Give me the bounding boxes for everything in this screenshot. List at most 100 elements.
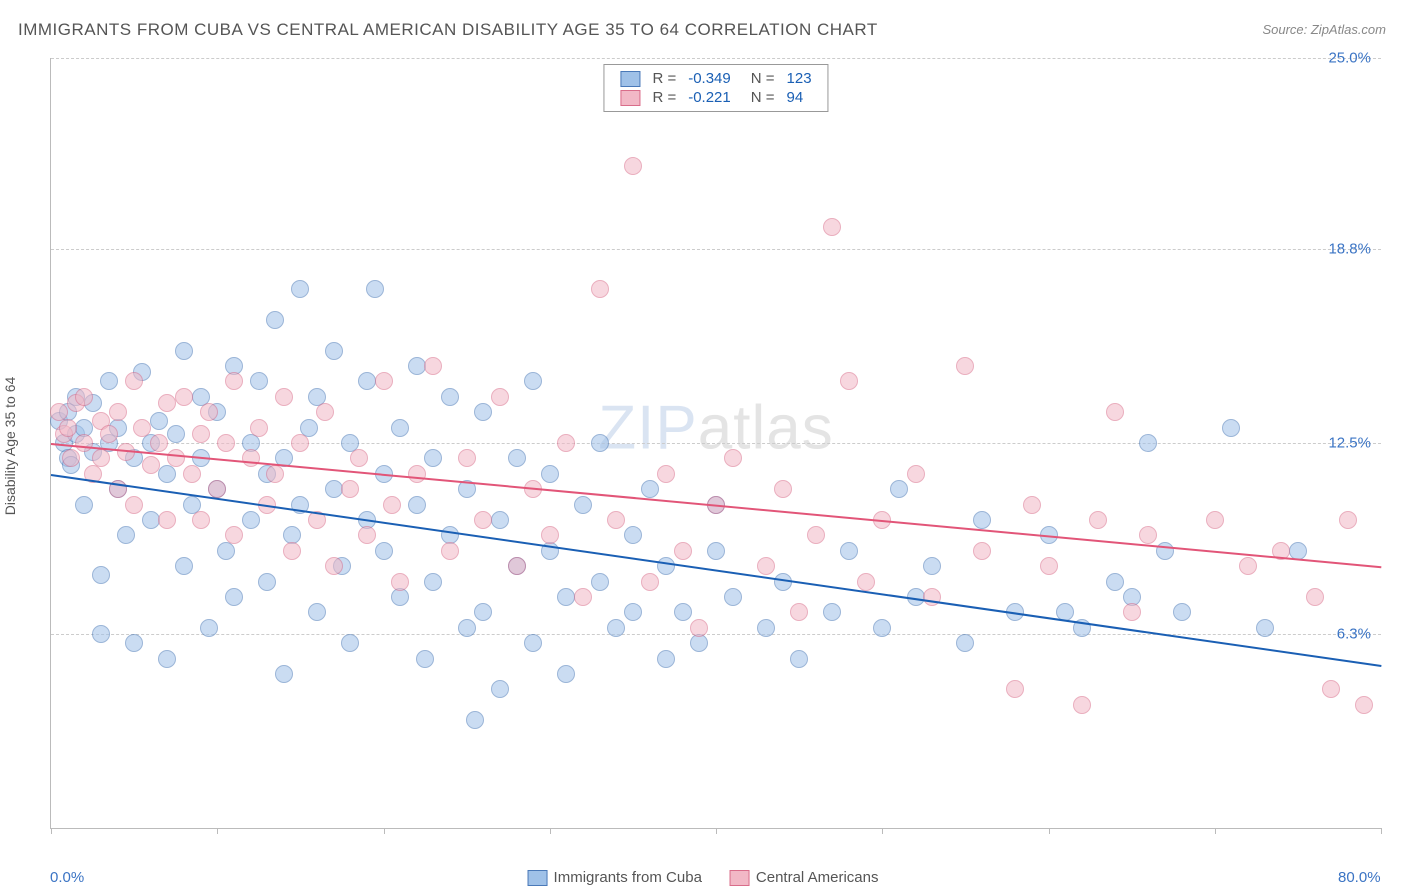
scatter-point-central	[225, 526, 243, 544]
scatter-point-central	[1306, 588, 1324, 606]
scatter-point-central	[350, 449, 368, 467]
r-label: R =	[652, 70, 676, 87]
scatter-point-cuba	[707, 542, 725, 560]
scatter-point-central	[142, 456, 160, 474]
scatter-point-cuba	[250, 372, 268, 390]
x-axis-tick	[1381, 828, 1382, 834]
scatter-point-cuba	[117, 526, 135, 544]
scatter-point-cuba	[225, 588, 243, 606]
chart-container: IMMIGRANTS FROM CUBA VS CENTRAL AMERICAN…	[0, 0, 1406, 892]
scatter-point-cuba	[424, 449, 442, 467]
r-label: R =	[652, 89, 676, 106]
scatter-point-cuba	[923, 557, 941, 575]
x-axis-tick	[716, 828, 717, 834]
scatter-point-cuba	[1173, 603, 1191, 621]
scatter-point-cuba	[391, 419, 409, 437]
scatter-point-cuba	[508, 449, 526, 467]
scatter-point-central	[175, 388, 193, 406]
scatter-point-central	[109, 403, 127, 421]
scatter-point-central	[1073, 696, 1091, 714]
gridline	[51, 634, 1381, 635]
scatter-point-central	[857, 573, 875, 591]
scatter-point-central	[907, 465, 925, 483]
n-label: N =	[751, 89, 775, 106]
scatter-point-central	[125, 496, 143, 514]
scatter-point-central	[158, 394, 176, 412]
scatter-point-cuba	[200, 619, 218, 637]
plot-area: ZIPatlas R = -0.349 N = 123 R = -0.221 N…	[50, 58, 1381, 829]
scatter-point-cuba	[341, 634, 359, 652]
scatter-point-central	[100, 425, 118, 443]
scatter-point-central	[358, 526, 376, 544]
source-attribution: Source: ZipAtlas.com	[1262, 22, 1386, 37]
scatter-point-cuba	[266, 311, 284, 329]
scatter-point-cuba	[474, 603, 492, 621]
scatter-point-central	[1239, 557, 1257, 575]
scatter-point-cuba	[641, 480, 659, 498]
scatter-point-central	[408, 465, 426, 483]
scatter-point-central	[591, 280, 609, 298]
scatter-point-cuba	[657, 557, 675, 575]
scatter-point-cuba	[150, 412, 168, 430]
scatter-point-cuba	[624, 603, 642, 621]
scatter-point-central	[458, 449, 476, 467]
scatter-point-central	[92, 449, 110, 467]
scatter-point-central	[1006, 680, 1024, 698]
scatter-point-central	[266, 465, 284, 483]
source-name: ZipAtlas.com	[1311, 22, 1386, 37]
y-axis-tick-label: 25.0%	[1328, 50, 1371, 67]
y-axis-tick-label: 12.5%	[1328, 435, 1371, 452]
scatter-point-central	[167, 449, 185, 467]
scatter-point-cuba	[275, 665, 293, 683]
scatter-point-cuba	[956, 634, 974, 652]
scatter-point-cuba	[100, 372, 118, 390]
y-axis-tick-label: 18.8%	[1328, 240, 1371, 257]
scatter-point-central	[291, 434, 309, 452]
scatter-point-cuba	[167, 425, 185, 443]
scatter-point-cuba	[375, 542, 393, 560]
scatter-point-central	[383, 496, 401, 514]
scatter-point-cuba	[1222, 419, 1240, 437]
x-axis-tick	[51, 828, 52, 834]
scatter-point-cuba	[391, 588, 409, 606]
x-axis-tick	[1215, 828, 1216, 834]
scatter-point-cuba	[491, 511, 509, 529]
x-axis-min-label: 0.0%	[50, 869, 84, 886]
scatter-point-cuba	[217, 542, 235, 560]
scatter-point-cuba	[466, 711, 484, 729]
scatter-point-central	[250, 419, 268, 437]
scatter-point-central	[1339, 511, 1357, 529]
scatter-point-cuba	[242, 511, 260, 529]
scatter-point-central	[208, 480, 226, 498]
scatter-point-central	[158, 511, 176, 529]
legend-label-cuba: Immigrants from Cuba	[554, 869, 702, 886]
scatter-point-cuba	[574, 496, 592, 514]
scatter-point-central	[474, 511, 492, 529]
watermark-atlas: atlas	[698, 393, 834, 462]
scatter-point-central	[1040, 557, 1058, 575]
scatter-point-cuba	[840, 542, 858, 560]
scatter-point-cuba	[1106, 573, 1124, 591]
scatter-point-central	[1355, 696, 1373, 714]
scatter-point-cuba	[524, 634, 542, 652]
scatter-point-cuba	[308, 603, 326, 621]
scatter-point-central	[62, 449, 80, 467]
scatter-point-cuba	[366, 280, 384, 298]
r-value-cuba: -0.349	[688, 70, 731, 87]
chart-title: IMMIGRANTS FROM CUBA VS CENTRAL AMERICAN…	[18, 20, 878, 40]
scatter-point-central	[341, 480, 359, 498]
scatter-point-central	[391, 573, 409, 591]
source-label: Source:	[1262, 22, 1310, 37]
scatter-point-central	[774, 480, 792, 498]
scatter-point-cuba	[325, 480, 343, 498]
scatter-point-central	[1089, 511, 1107, 529]
scatter-point-central	[183, 465, 201, 483]
swatch-cuba	[620, 71, 640, 87]
scatter-point-central	[1106, 403, 1124, 421]
swatch-cuba	[528, 870, 548, 886]
scatter-point-cuba	[823, 603, 841, 621]
scatter-point-cuba	[557, 588, 575, 606]
swatch-central	[620, 90, 640, 106]
x-axis-tick	[882, 828, 883, 834]
scatter-point-cuba	[158, 465, 176, 483]
